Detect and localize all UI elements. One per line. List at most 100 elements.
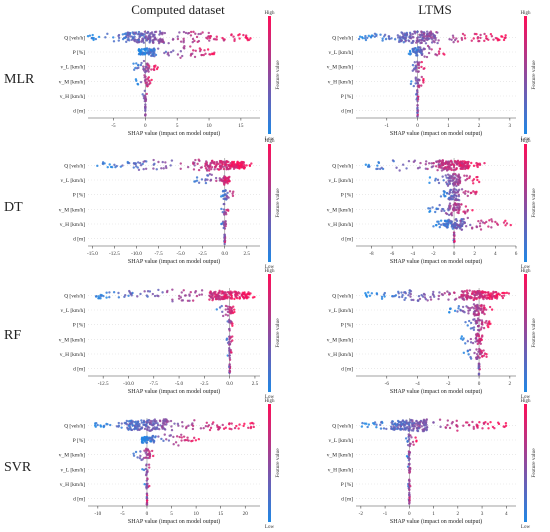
shap-point: [483, 39, 486, 43]
shap-point: [444, 220, 448, 223]
shap-point: [139, 32, 142, 35]
shap-point: [209, 163, 212, 166]
shap-point: [469, 321, 473, 325]
shap-point: [442, 52, 445, 55]
shap-point: [398, 36, 402, 40]
shap-point: [476, 178, 479, 182]
shap-point: [200, 293, 204, 296]
shap-point: [440, 209, 443, 213]
shap-point: [214, 176, 218, 180]
shap-point: [428, 32, 431, 35]
feature-label: P [%]: [341, 323, 353, 329]
shap-point: [459, 308, 462, 312]
x-tick-label: -2: [431, 251, 436, 257]
shap-point: [158, 427, 161, 431]
shap-point: [481, 334, 484, 337]
x-tick-label: 1: [432, 511, 435, 517]
shap-point: [189, 290, 192, 294]
colorbar-high-label: High: [265, 269, 276, 274]
x-tick-label: -5.0: [177, 251, 186, 257]
shap-point: [193, 419, 196, 422]
shap-point: [148, 484, 151, 488]
x-tick-label: 0.0: [221, 251, 228, 257]
shap-point: [476, 424, 479, 427]
shap-point: [500, 294, 504, 298]
shap-point: [408, 289, 411, 292]
shap-point: [145, 472, 148, 475]
shap-point: [462, 167, 465, 170]
shap-point: [454, 218, 457, 221]
shap-point: [475, 348, 478, 351]
shap-point: [156, 294, 159, 297]
shap-point: [447, 209, 450, 212]
shap-point: [153, 162, 156, 166]
shap-point: [484, 308, 488, 311]
shap-point: [211, 52, 214, 56]
shap-point: [414, 79, 418, 82]
shap-point: [146, 499, 149, 502]
shap-point: [143, 483, 146, 486]
shap-point: [135, 422, 139, 426]
shap-point: [123, 295, 126, 299]
shap-point: [155, 67, 159, 71]
colorbar-low-label: Low: [265, 525, 275, 530]
shap-point: [488, 219, 491, 222]
x-tick-label: -2.5: [199, 251, 208, 257]
shap-point: [450, 38, 453, 41]
shap-point: [467, 319, 471, 323]
shap-point: [476, 317, 480, 320]
shap-point: [171, 37, 175, 41]
shap-point: [403, 423, 406, 426]
shap-point: [231, 192, 234, 195]
shap-point: [408, 467, 411, 471]
shap-point: [144, 113, 147, 116]
shap-point: [210, 292, 213, 295]
shap-point: [160, 437, 163, 441]
shap-point: [144, 106, 147, 110]
shap-point: [428, 176, 432, 179]
x-tick-label: -2: [446, 381, 451, 387]
shap-point: [458, 161, 462, 164]
shap-point: [240, 163, 243, 166]
shap-point: [416, 89, 419, 93]
shap-point: [406, 440, 409, 443]
shap-point: [468, 164, 471, 167]
shap-point: [221, 162, 224, 165]
feature-label: v_M [km/h]: [327, 453, 353, 459]
shap-point: [117, 34, 120, 38]
shap-point: [96, 164, 99, 168]
row-label-mlr: MLR: [4, 72, 35, 87]
shap-point: [226, 182, 229, 185]
shap-point: [481, 355, 484, 358]
shap-point: [106, 423, 109, 426]
shap-point: [385, 427, 388, 431]
shap-point: [141, 38, 145, 42]
shap-point: [470, 227, 474, 230]
shap-point: [221, 314, 225, 318]
shap-point: [143, 48, 147, 51]
shap-point: [450, 167, 453, 170]
shap-point: [476, 324, 480, 328]
shap-point: [478, 289, 481, 293]
shap-point: [428, 181, 431, 185]
shap-point: [145, 485, 148, 488]
shap-point: [165, 438, 168, 441]
shap-point: [152, 41, 155, 45]
shap-point: [487, 38, 490, 41]
shap-point: [125, 419, 129, 423]
shap-point: [201, 31, 204, 34]
shap-point: [366, 36, 369, 40]
shap-point: [416, 54, 419, 57]
shap-point: [143, 53, 147, 56]
shap-point: [470, 39, 473, 42]
shap-point: [179, 296, 183, 299]
shap-point: [411, 440, 415, 444]
feature-label: v_L [km/h]: [328, 50, 353, 56]
shap-point: [133, 35, 136, 38]
shap-point: [228, 370, 232, 373]
shap-point: [422, 32, 426, 35]
shap-point: [454, 297, 458, 300]
shap-panel-dt-ltms: -8 -6 -4 -2 0 2 4 6 SHAP value (impact on model …: [327, 139, 537, 270]
shap-point: [229, 340, 233, 343]
shap-point: [227, 209, 230, 212]
